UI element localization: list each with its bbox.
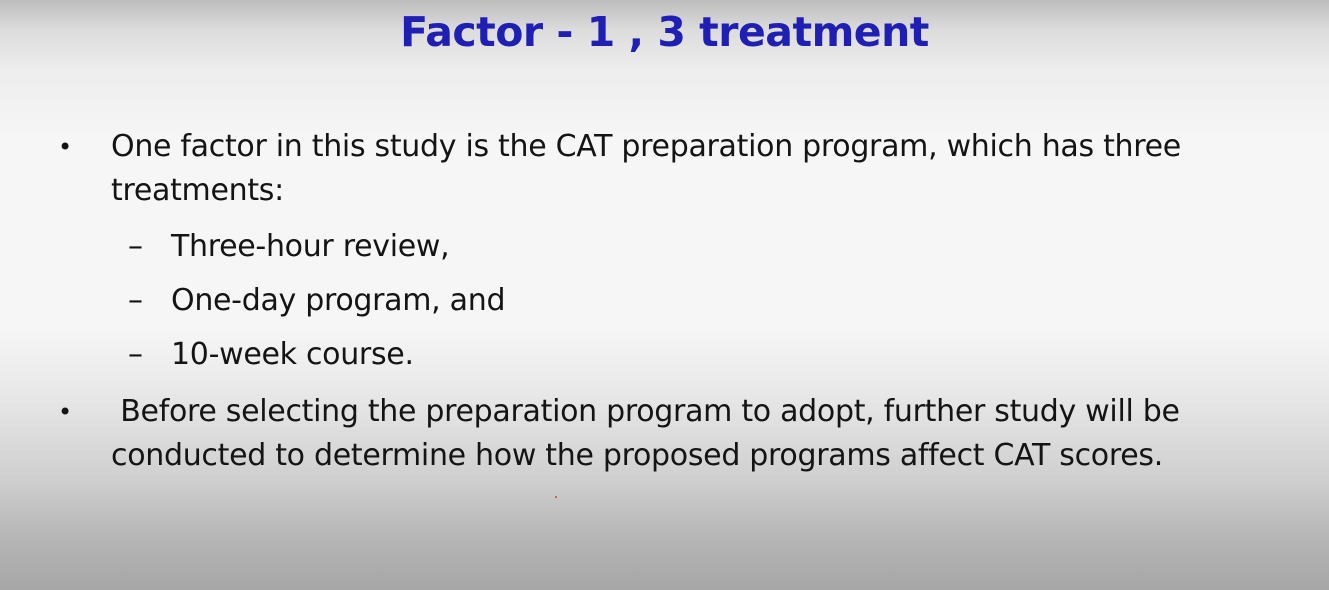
bullet-text: One factor in this study is the CAT prep… [111, 129, 1181, 208]
bullet-marker: • [58, 133, 73, 161]
dash-marker: – [128, 283, 143, 318]
laser-pointer-dot [555, 496, 557, 498]
sub-item-text: Three-hour review, [171, 229, 450, 264]
dash-marker: – [128, 229, 143, 264]
slide-title: Factor - 1 , 3 treatment [400, 8, 929, 56]
bullet-text: Before selecting the preparation program… [111, 394, 1189, 473]
sub-item-text: One-day program, and [171, 283, 506, 318]
dash-marker: – [128, 337, 143, 372]
sub-item-text: 10-week course. [171, 337, 414, 372]
bullet-marker: • [58, 398, 73, 426]
